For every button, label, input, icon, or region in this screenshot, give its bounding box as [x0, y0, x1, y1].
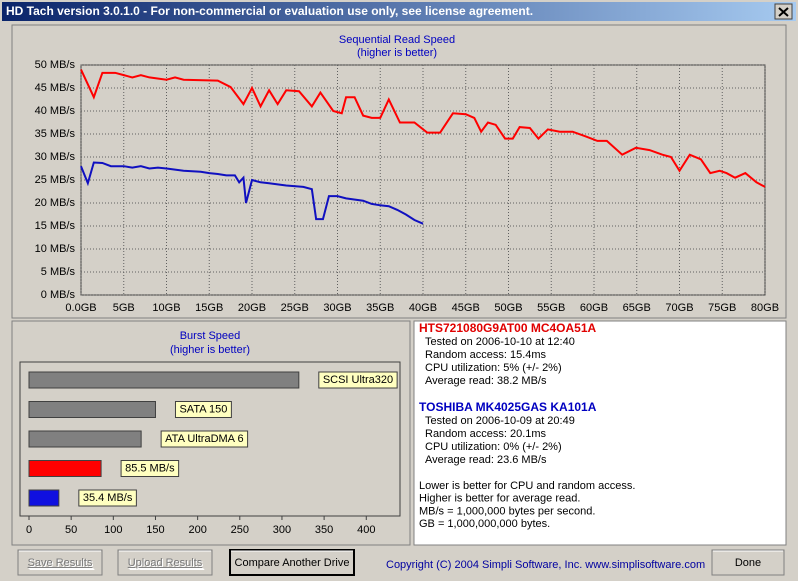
bar-label-box — [78, 489, 137, 507]
x-tick-label: 30GB — [323, 302, 351, 314]
button-face — [17, 549, 103, 576]
x-tick-label: 55GB — [537, 302, 565, 314]
x-tick-label: 60GB — [580, 302, 608, 314]
burst-bar — [28, 371, 300, 389]
bar-label: SCSI Ultra320 — [318, 371, 398, 389]
title-bar — [2, 2, 796, 21]
burst-title: Burst Speed — [180, 330, 241, 342]
bar-label-text: ATA UltraDMA 6 — [165, 433, 243, 445]
info-panel — [413, 320, 787, 546]
x-tick-label: 50GB — [494, 302, 522, 314]
button-face[interactable] — [711, 549, 785, 576]
x-tick-label: 350 — [315, 524, 333, 536]
x-tick-label: 0.0GB — [65, 302, 96, 314]
x-tick-label: 70GB — [665, 302, 693, 314]
x-tick-label: 40GB — [409, 302, 437, 314]
x-tick-label: 300 — [273, 524, 291, 536]
x-tick-label: 150 — [146, 524, 164, 536]
x-tick-label: 0 — [26, 524, 32, 536]
drive-info: Random access: 20.1ms — [425, 428, 547, 440]
y-tick-label: 20 MB/s — [35, 197, 76, 209]
drive-name: TOSHIBA MK4025GAS KA101A — [419, 400, 597, 414]
bar-label: 85.5 MB/s — [120, 460, 180, 477]
read-line — [80, 69, 766, 188]
x-tick-label: 10GB — [152, 302, 180, 314]
y-tick-label: 40 MB/s — [35, 105, 76, 117]
x-tick-label: 75GB — [708, 302, 736, 314]
button-label[interactable]: Done — [735, 557, 761, 569]
y-tick-label: 10 MB/s — [35, 243, 76, 255]
button[interactable]: Done — [711, 549, 785, 576]
button: Upload Results — [117, 549, 213, 576]
close-button[interactable] — [774, 3, 793, 20]
read-subtitle: (higher is better) — [357, 47, 437, 59]
burst-bar — [28, 460, 102, 477]
bar-label-box — [318, 371, 398, 389]
x-tick-label: 50 — [65, 524, 77, 536]
note: Lower is better for CPU and random acces… — [419, 480, 635, 492]
x-tick-label: 200 — [188, 524, 206, 536]
button-label: Upload Results — [128, 557, 203, 569]
drive-info: Random access: 15.4ms — [425, 349, 547, 361]
x-tick-label: 250 — [231, 524, 249, 536]
y-tick-label: 35 MB/s — [35, 128, 76, 140]
drive-info: Tested on 2006-10-10 at 12:40 — [425, 336, 575, 348]
drive-info: Tested on 2006-10-09 at 20:49 — [425, 415, 575, 427]
button[interactable]: Compare Another Drive — [229, 549, 355, 576]
bar-label-box — [160, 430, 249, 448]
x-tick-label: 400 — [357, 524, 375, 536]
drive-info: Average read: 38.2 MB/s — [425, 375, 547, 387]
y-tick-label: 45 MB/s — [35, 82, 76, 94]
x-tick-label: 20GB — [238, 302, 266, 314]
read-line — [80, 161, 424, 225]
button: Save Results — [17, 549, 103, 576]
drive-info: Average read: 23.6 MB/s — [425, 454, 547, 466]
bar-label: ATA UltraDMA 6 — [160, 430, 249, 448]
drive-info: CPU utilization: 0% (+/- 2%) — [425, 441, 562, 453]
y-tick-label: 5 MB/s — [41, 266, 76, 278]
note: Higher is better for average read. — [419, 493, 580, 505]
x-tick-label: 15GB — [195, 302, 223, 314]
button-label: Save Results — [28, 557, 93, 569]
bar-label-box — [174, 401, 232, 418]
burst-subtitle: (higher is better) — [170, 344, 250, 356]
x-tick-label: 5GB — [113, 302, 135, 314]
drive-info: CPU utilization: 5% (+/- 2%) — [425, 362, 562, 374]
y-tick-label: 15 MB/s — [35, 220, 76, 232]
y-tick-label: 0 MB/s — [41, 289, 76, 301]
y-tick-label: 50 MB/s — [35, 59, 76, 71]
copyright: Copyright (C) 2004 Simpli Software, Inc.… — [386, 559, 705, 571]
x-tick-label: 25GB — [281, 302, 309, 314]
x-tick-label: 35GB — [366, 302, 394, 314]
note: MB/s = 1,000,000 bytes per second. — [419, 505, 595, 517]
x-tick-label: 100 — [104, 524, 122, 536]
drive-name: HTS721080G9AT00 MC4OA51A — [419, 321, 597, 335]
bar-label-text: 35.4 MB/s — [83, 492, 133, 504]
bar-label: 35.4 MB/s — [78, 489, 137, 507]
window-title: HD Tach version 3.0.1.0 - For non-commer… — [6, 4, 533, 18]
x-tick-label: 45GB — [452, 302, 480, 314]
x-tick-label: 80GB — [751, 302, 779, 314]
button-face[interactable] — [229, 549, 355, 576]
burst-bar — [28, 489, 60, 507]
y-tick-label: 30 MB/s — [35, 151, 76, 163]
bar-label-text: 85.5 MB/s — [125, 462, 175, 474]
note: GB = 1,000,000,000 bytes. — [419, 518, 550, 530]
bar-label: SATA 150 — [174, 401, 232, 418]
button-label[interactable]: Compare Another Drive — [235, 557, 350, 569]
bar-label-text: SATA 150 — [179, 403, 227, 415]
burst-bar — [28, 401, 156, 418]
x-tick-label: 65GB — [623, 302, 651, 314]
burst-bar — [28, 430, 142, 448]
button-face — [117, 549, 213, 576]
bar-label-box — [120, 460, 180, 477]
bar-label-text: SCSI Ultra320 — [323, 374, 393, 386]
read-title: Sequential Read Speed — [339, 34, 455, 46]
y-tick-label: 25 MB/s — [35, 174, 76, 186]
